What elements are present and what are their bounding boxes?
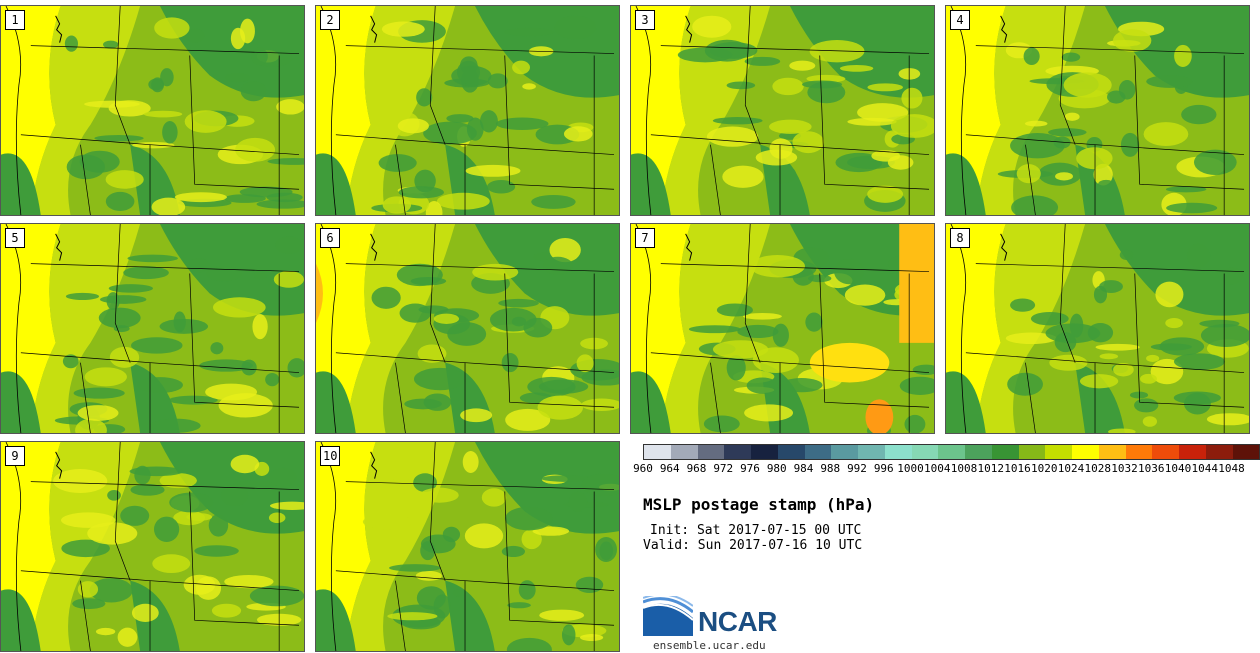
colorbar-swatch [991, 445, 1019, 459]
colorbar-tick-label: 980 [766, 462, 787, 475]
colorbar [643, 444, 1260, 460]
logo-name: NCAR [698, 606, 777, 637]
colorbar-swatch [804, 445, 832, 459]
colorbar-swatch [777, 445, 805, 459]
colorbar-swatch [644, 445, 671, 459]
colorbar-tick-label: 1004 [924, 462, 951, 475]
colorbar-tick-label: 1028 [1084, 462, 1112, 475]
colorbar-swatch [1045, 445, 1072, 459]
panel-number-label: 2 [320, 10, 340, 30]
valid-time: Valid: Sun 2017-07-16 10 UTC [643, 538, 863, 553]
colorbar-swatch [1152, 445, 1179, 459]
panel-number-label: 1 [5, 10, 25, 30]
colorbar-swatch [938, 445, 965, 459]
panel-number-label: 4 [950, 10, 970, 30]
colorbar-tick-label: 960 [633, 462, 653, 475]
colorbar-swatch [831, 445, 858, 459]
colorbar-swatch [965, 445, 992, 459]
colorbar-tick-label: 1000 [897, 462, 924, 475]
colorbar-swatch [751, 445, 778, 459]
colorbar-tick-label: 972 [713, 462, 734, 475]
colorbar-swatch [1232, 445, 1260, 459]
colorbar-swatch [1125, 445, 1153, 459]
colorbar-tick-label: 984 [793, 462, 814, 475]
ensemble-map-panel: 8 [945, 223, 1250, 434]
ensemble-map-panel: 3 [630, 5, 935, 216]
colorbar-swatch [697, 445, 725, 459]
colorbar-tick-label: 1020 [1031, 462, 1058, 475]
colorbar-ticks: 960 964 968 972 976 980 984 988 992 996 1000 1004 10… [633, 462, 1260, 476]
panel-number-label: 8 [950, 228, 970, 248]
panel-number-label: 10 [320, 446, 341, 466]
colorbar-tick-label: 1008 [950, 462, 978, 475]
panel-number-label: 3 [635, 10, 655, 30]
colorbar-tick-label: 1040 [1164, 462, 1192, 475]
ensemble-map-panel: 1 [0, 5, 305, 216]
colorbar-swatch [1098, 445, 1126, 459]
logo-url: ensemble.ucar.edu [653, 639, 766, 652]
panel-number-label: 9 [5, 446, 25, 466]
colorbar-swatch [858, 445, 885, 459]
ensemble-map-panel: 7 [630, 223, 935, 434]
colorbar-tick-label: 1032 [1111, 462, 1138, 475]
colorbar-tick-label: 1036 [1138, 462, 1165, 475]
ensemble-map-panel: 4 [945, 5, 1250, 216]
colorbar-swatch [911, 445, 939, 459]
ensemble-map-panel: 10 [315, 441, 620, 652]
colorbar-swatch [1205, 445, 1233, 459]
colorbar-tick-label: 964 [659, 462, 680, 475]
ensemble-map-panel: 9 [0, 441, 305, 652]
panel-number-label: 6 [320, 228, 340, 248]
colorbar-swatch [1018, 445, 1046, 459]
init-time: Init: Sat 2017-07-15 00 UTC [650, 523, 862, 538]
colorbar-swatch [884, 445, 912, 459]
colorbar-tick-label: 992 [847, 462, 867, 475]
ensemble-map-panel: 5 [0, 223, 305, 434]
ensemble-map-panel: 2 [315, 5, 620, 216]
colorbar-tick-label: 1012 [977, 462, 1005, 475]
colorbar-tick-label: 996 [873, 462, 894, 475]
colorbar-swatch [1072, 445, 1099, 459]
colorbar-swatch [1179, 445, 1206, 459]
colorbar-tick-label: 1044 [1191, 462, 1219, 475]
colorbar-tick-label: 976 [740, 462, 760, 475]
panel-number-label: 7 [635, 228, 655, 248]
colorbar-swatch [670, 445, 698, 459]
colorbar-tick-label: 988 [820, 462, 841, 475]
colorbar-tick-label: 1024 [1057, 462, 1085, 475]
colorbar-tick-label: 968 [686, 462, 707, 475]
colorbar-swatch [724, 445, 751, 459]
ncar-logo-icon [643, 596, 693, 636]
colorbar-tick-label: 1016 [1004, 462, 1031, 475]
panel-number-label: 5 [5, 228, 25, 248]
chart-title: MSLP postage stamp (hPa) [643, 495, 875, 514]
colorbar-legend: 960 964 968 972 976 980 984 988 992 996 1000 1004 10… [633, 444, 1260, 476]
ensemble-map-panel: 6 [315, 223, 620, 434]
colorbar-tick-label: 1048 [1218, 462, 1245, 475]
